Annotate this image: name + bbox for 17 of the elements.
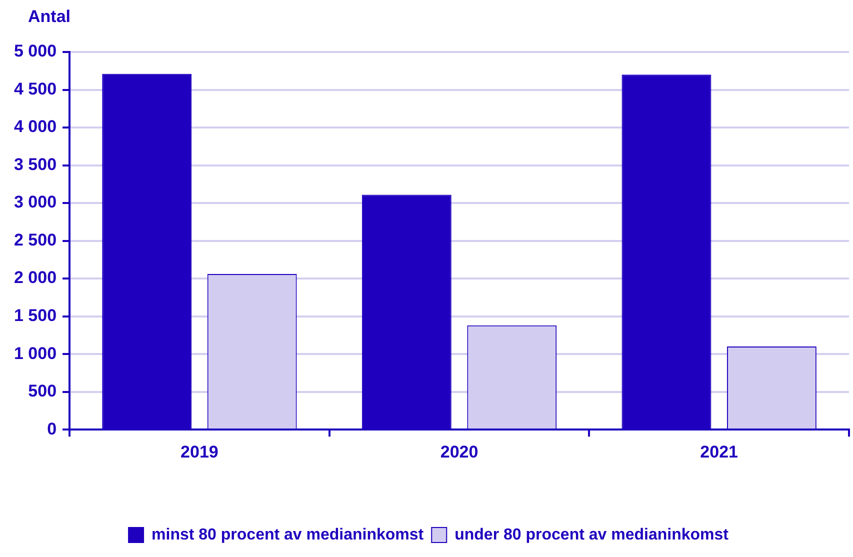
y-tick-label: 5 000 <box>14 42 57 61</box>
x-tick-label: 2020 <box>440 442 478 462</box>
y-tick-label: 2 000 <box>14 268 57 288</box>
legend-label: under 80 procent av medianinkomst <box>454 526 730 544</box>
x-tick-label: 2021 <box>700 442 738 462</box>
y-tick-label: 2 500 <box>14 230 57 250</box>
y-tick-label: 0 <box>47 419 57 438</box>
y-tick-label: 4 500 <box>14 79 57 98</box>
x-tick-label: 2019 <box>180 442 218 462</box>
y-tick-label: 3 000 <box>14 192 57 212</box>
y-tick-label: 3 500 <box>14 154 57 174</box>
y-axis-title: Antal <box>28 7 70 26</box>
y-tick-label: 4 000 <box>14 117 57 136</box>
y-tick-label: 1 000 <box>14 344 57 363</box>
y-tick-label: 500 <box>28 382 57 401</box>
y-tick-label: 1 500 <box>14 306 57 326</box>
legend-label: minst 80 procent av medianinkomst <box>152 526 424 544</box>
